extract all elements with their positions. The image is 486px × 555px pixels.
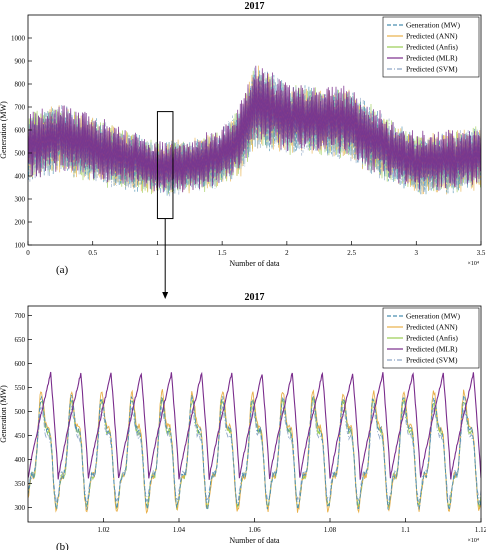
panel-label: (b) [56,541,69,550]
x-tick-label: 1 [156,249,160,257]
y-tick-label: 700 [15,104,26,112]
y-tick-label: 1000 [11,35,26,43]
x-tick-label: 0.5 [88,249,97,257]
x-exponent-label: ×10⁴ [468,261,479,267]
x-tick-label: 3 [415,249,419,257]
series-line-predicted-mlr- [28,65,481,193]
x-tick-label: 1.06 [248,526,261,534]
chart-title: 2017 [245,292,265,303]
legend-entry: Predicted (MLR) [406,345,458,354]
legend-entry: Predicted (SVM) [406,65,458,74]
y-tick-label: 600 [15,127,26,135]
y-axis-label: Generation (MW) [0,101,8,159]
legend-entry: Generation (MW) [406,312,460,321]
chart-title: 2017 [245,1,265,12]
y-tick-label: 550 [15,384,26,392]
x-tick-label: 1.04 [173,526,186,534]
y-tick-label: 350 [15,480,26,488]
zoom-arrow-head [162,292,169,299]
legend-entry: Predicted (Anfis) [406,43,458,52]
x-axis-label: Number of data [229,259,280,268]
y-tick-label: 650 [15,336,26,344]
legend-entry: Predicted (Anfis) [406,334,458,343]
plot-area [28,65,481,197]
y-tick-label: 500 [15,150,26,158]
series-line-predicted-svm- [28,404,481,504]
panel-label: (a) [56,264,69,276]
y-tick-label: 700 [15,312,26,320]
y-tick-label: 600 [15,360,26,368]
x-exponent-label: ×10⁴ [468,538,479,544]
legend: Generation (MW) Predicted (ANN) Predicted … [382,307,480,369]
y-tick-label: 500 [15,408,26,416]
chart-panel-a: 2017 0 0.5 1 1.5 2 2.5 3 3.5 100 200 300 400 500 600 70… [0,1,486,276]
y-tick-label: 400 [15,456,26,464]
y-tick-label: 450 [15,432,26,440]
chart-panel-b: 2017 1.02 1.04 1.06 1.08 1.1 1.12 300 350 400 450 5… [0,292,486,553]
x-tick-label: 1.08 [324,526,337,534]
legend-entry: Predicted (ANN) [406,323,458,332]
x-tick-label: 0 [26,249,30,257]
x-tick-label: 1.5 [218,249,227,257]
y-axis-label: Generation (MW) [0,385,8,443]
y-tick-label: 400 [15,173,26,181]
x-tick-label: 1.1 [401,526,410,534]
legend-entry: Predicted (ANN) [406,32,458,41]
x-tick-label: 2.5 [347,249,356,257]
legend-entry: Predicted (SVM) [406,356,458,365]
plot-area [28,371,481,515]
y-tick-label: 300 [15,196,26,204]
y-tick-label: 800 [15,81,26,89]
y-tick-label: 200 [15,219,26,227]
x-tick-label: 3.5 [477,249,486,257]
x-axis-label: Number of data [229,536,280,545]
series-line-generation-mw- [28,394,481,511]
legend-entry: Generation (MW) [406,21,460,30]
y-tick-label: 900 [15,58,26,66]
x-tick-label: 1.02 [97,526,110,534]
legend: Generation (MW) Predicted (ANN) Predicted … [382,16,480,78]
zoom-region-box [156,111,174,220]
legend-entry: Predicted (MLR) [406,54,458,63]
series-line-predicted-mlr- [28,371,481,480]
x-tick-label: 1.12 [475,526,486,534]
y-tick-label: 100 [15,242,26,250]
x-tick-label: 2 [285,249,289,257]
y-tick-label: 300 [15,504,26,512]
